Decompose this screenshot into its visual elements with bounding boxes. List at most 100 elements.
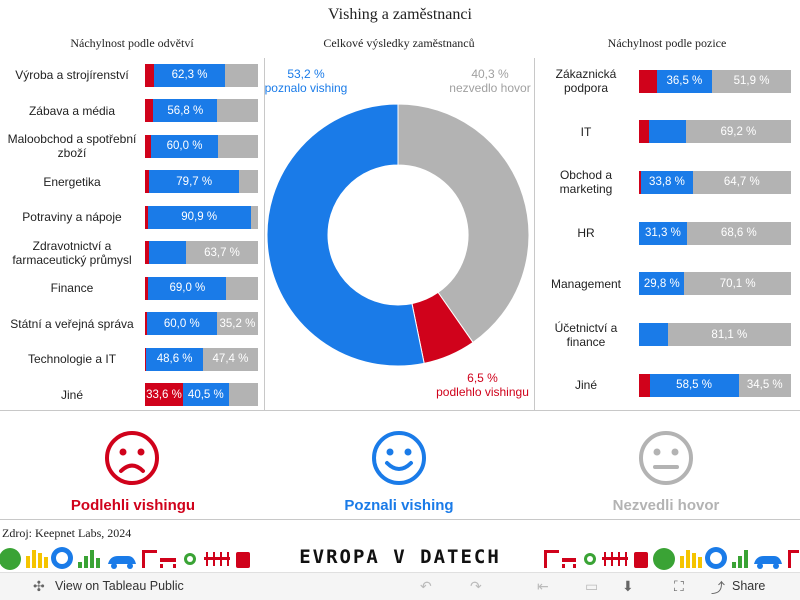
bar-segment-fell[interactable] — [639, 120, 649, 144]
bar-segment-fell[interactable] — [145, 63, 155, 87]
bar-segment-no-call[interactable]: 64,7 % — [692, 170, 791, 194]
bar-segment-recognized[interactable]: 48,6 % — [146, 347, 203, 371]
bar-segment-recognized[interactable]: 62,3 % — [154, 63, 225, 87]
bar-segment-recognized[interactable] — [148, 241, 186, 264]
bar-segment-recognized[interactable] — [648, 120, 686, 144]
bar-segment-recognized[interactable]: 60,0 % — [146, 312, 217, 335]
data-label: 62,3 % — [171, 69, 208, 81]
view-on-tableau-public-link[interactable]: View on Tableau Public — [55, 579, 184, 593]
data-label: 33,6 % — [146, 388, 182, 401]
bar-segment-no-call[interactable]: 63,7 % — [186, 241, 258, 264]
stacked-bar[interactable]: 69,2 % — [639, 120, 791, 144]
donut-label-fell: 6,5 % podlehlo vishingu — [425, 371, 540, 399]
bar-segment-no-call[interactable]: 35,2 % — [216, 312, 258, 335]
bar-segment-recognized[interactable]: 90,9 % — [147, 205, 251, 229]
category-label: Státní a veřejná správa — [10, 316, 134, 331]
bar-segment-fell[interactable] — [145, 312, 147, 335]
stacked-bar[interactable]: 79,7 % — [145, 170, 258, 193]
neutral-face-icon — [639, 431, 693, 485]
undo-icon[interactable]: ↶ — [420, 578, 432, 594]
bar-segment-fell[interactable] — [639, 69, 657, 93]
revert-icon[interactable]: ⇤ — [537, 578, 549, 594]
donut-slice-no-call[interactable] — [397, 103, 530, 344]
bar-segment-fell[interactable] — [639, 373, 650, 397]
stacked-bar[interactable]: 62,3 % — [145, 63, 258, 87]
donut-label-fell-text: podlehlo vishingu — [436, 385, 529, 399]
tableau-icon[interactable]: ✣ — [33, 578, 45, 594]
category-label: Maloobchod a spotřební zboží — [7, 132, 137, 160]
bar-segment-recognized[interactable]: 79,7 % — [149, 170, 240, 193]
data-label: 79,7 % — [176, 175, 213, 188]
data-label: 69,0 % — [169, 282, 206, 294]
stacked-bar[interactable]: 63,7 % — [145, 241, 258, 264]
bar-segment-fell[interactable]: 33,6 % — [145, 383, 183, 406]
fullscreen-icon[interactable]: ⛶ — [674, 578, 684, 594]
stacked-bar[interactable]: 36,5 % 51,9 % — [639, 69, 791, 93]
category-label: Technologie a IT — [27, 352, 117, 366]
bar-segment-no-call[interactable]: 81,1 % — [667, 323, 791, 346]
stacked-bar[interactable]: 48,6 % 47,4 % — [145, 347, 258, 371]
data-label: 31,3 % — [645, 227, 681, 240]
bar-segment-recognized[interactable] — [639, 323, 668, 346]
stacked-bar[interactable]: 33,6 % 40,5 % — [145, 383, 258, 406]
pause-icon[interactable]: ▭ — [585, 578, 599, 594]
data-label: 56,8 % — [167, 104, 204, 117]
stacked-bar[interactable]: 60,0 % — [145, 134, 258, 158]
category-label: IT — [580, 124, 592, 139]
share-icon[interactable]: ⤴ — [711, 580, 725, 596]
stacked-bar[interactable]: 56,8 % — [145, 99, 258, 122]
bar-segment-fell[interactable] — [145, 347, 147, 371]
bar-segment-recognized[interactable]: 36,5 % — [656, 69, 713, 93]
bar-segment-recognized[interactable]: 69,0 % — [148, 276, 227, 300]
bar-segment-no-call[interactable] — [239, 170, 258, 193]
data-label: 70,1 % — [719, 277, 756, 290]
bar-segment-no-call[interactable]: 68,6 % — [686, 221, 791, 245]
bar-segment-fell[interactable] — [145, 134, 151, 158]
bar-segment-no-call[interactable]: 51,9 % — [712, 69, 791, 93]
data-label: 51,9 % — [733, 75, 770, 87]
tableau-toolbar: ✣ View on Tableau Public ↶ ↷ ⇤ ▭ ⬇ ⛶ ⤴ S… — [0, 572, 800, 600]
bar-segment-recognized[interactable]: 56,8 % — [153, 99, 218, 122]
bar-segment-fell[interactable] — [639, 170, 642, 194]
bar-segment-fell[interactable] — [145, 205, 148, 229]
bar-segment-fell[interactable] — [145, 170, 150, 193]
stacked-bar[interactable]: 81,1 % — [639, 323, 791, 346]
bar-segment-fell[interactable] — [145, 276, 149, 300]
bar-segment-no-call[interactable]: 47,4 % — [202, 347, 258, 371]
bar-segment-no-call[interactable] — [250, 205, 258, 229]
bar-segment-no-call[interactable]: 70,1 % — [684, 272, 791, 296]
stacked-bar[interactable]: 33,8 % 64,7 % — [639, 170, 791, 194]
stacked-bar[interactable]: 90,9 % — [145, 205, 258, 229]
bar-segment-no-call[interactable] — [217, 99, 258, 122]
donut-label-no-call-value: 40,3 % — [471, 67, 509, 81]
stacked-bar[interactable]: 60,0 % 35,2 % — [145, 312, 258, 335]
bar-segment-no-call[interactable] — [226, 276, 258, 300]
download-icon[interactable]: ⬇ — [622, 578, 634, 594]
data-label: 69,2 % — [720, 125, 757, 138]
bar-segment-recognized[interactable]: 31,3 % — [639, 221, 687, 245]
bar-segment-recognized[interactable]: 29,8 % — [639, 272, 685, 296]
bar-segment-recognized[interactable]: 40,5 % — [182, 383, 229, 406]
bar-segment-no-call[interactable] — [228, 383, 258, 406]
bar-segment-no-call[interactable] — [224, 63, 258, 87]
data-label: 34,5 % — [746, 379, 783, 392]
evropa-v-datech-logo: EVROPA V DATECH — [299, 546, 501, 568]
bar-segment-recognized[interactable]: 60,0 % — [150, 134, 219, 158]
redo-icon[interactable]: ↷ — [470, 578, 482, 594]
stacked-bar[interactable]: 69,0 % — [145, 276, 258, 300]
stacked-bar[interactable]: 58,5 % 34,5 % — [639, 373, 791, 397]
bar-segment-recognized[interactable]: 33,8 % — [641, 170, 693, 194]
bar-segment-fell[interactable] — [145, 99, 154, 122]
bar-segment-no-call[interactable] — [218, 134, 258, 158]
bar-segment-no-call[interactable]: 34,5 % — [738, 373, 791, 397]
category-label: Zábava a média — [28, 103, 116, 118]
bar-segment-recognized[interactable]: 58,5 % — [649, 373, 739, 397]
donut-slice-recognized[interactable] — [266, 103, 425, 367]
share-button[interactable]: Share — [732, 579, 766, 593]
data-label: 60,0 % — [163, 317, 200, 330]
bar-segment-no-call[interactable]: 69,2 % — [685, 120, 791, 144]
bar-segment-fell[interactable] — [145, 241, 149, 264]
stacked-bar[interactable]: 29,8 % 70,1 % — [639, 272, 791, 296]
data-label: 64,7 % — [723, 176, 760, 189]
stacked-bar[interactable]: 31,3 % 68,6 % — [639, 221, 791, 245]
